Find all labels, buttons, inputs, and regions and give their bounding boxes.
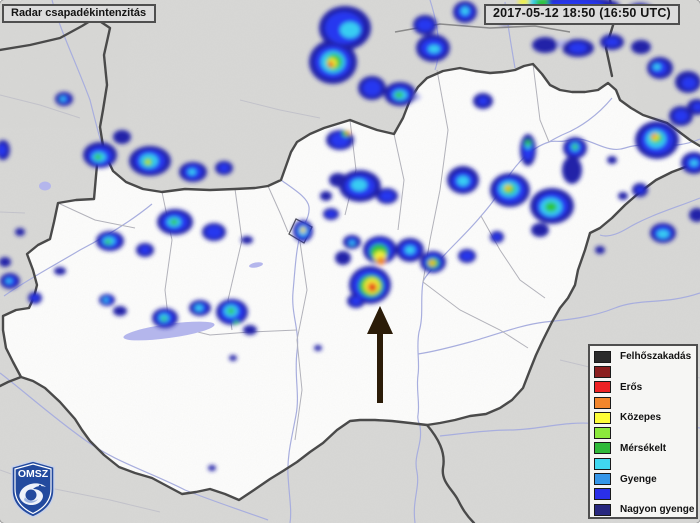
legend-label: Nagyon gyenge (620, 504, 695, 516)
legend-row (594, 456, 696, 471)
legend-row: Gyenge (594, 471, 696, 486)
austria-slovakia-border (0, 16, 112, 154)
legend-swatch (594, 488, 611, 501)
raba-river (3, 203, 153, 297)
legend-label: Gyenge (620, 473, 657, 485)
drava-river (0, 372, 269, 521)
legend-swatch (594, 396, 611, 409)
lake-velence (249, 262, 263, 268)
lake-balaton (123, 321, 215, 341)
storm-highlight-arrow (367, 306, 393, 403)
legend-swatch (594, 442, 611, 455)
danube-river-upper (51, 0, 105, 153)
legend-row: Felhőszakadás (594, 349, 696, 364)
intensity-legend: Felhőszakadás Erős Közepes Mérsékelt Gyenge N… (588, 344, 698, 519)
bodrog-river (548, 97, 613, 143)
legend-label: Közepes (620, 412, 662, 424)
legend-label: Mérsékelt (620, 442, 667, 454)
legend-swatch (594, 411, 611, 424)
legend-swatch (594, 503, 611, 516)
lakes (39, 181, 263, 341)
legend-row (594, 395, 696, 410)
timestamp-box: 2017-05-12 18:50 (16:50 UTC) (484, 4, 680, 25)
legend-row: Mérsékelt (594, 441, 696, 456)
legend-row: Nagyon gyenge (594, 502, 696, 517)
logo-shield-inner-border (14, 463, 52, 515)
map-title-box: Radar csapadékintenzitás (2, 4, 157, 24)
legend-swatch (594, 457, 611, 470)
legend-swatch (594, 365, 611, 378)
logo-text: OMSZ (18, 468, 49, 480)
map-title: Radar csapadékintenzitás (11, 7, 147, 19)
lake-ferto (39, 181, 51, 191)
legend-row (594, 425, 696, 440)
omsz-logo: OMSZ (11, 460, 55, 518)
koros-river (417, 292, 700, 355)
legend-swatch (594, 381, 611, 394)
croatia-slovenia-border (0, 375, 23, 388)
legend-items: Felhőszakadás Erős Közepes Mérsékelt Gyenge N… (594, 349, 696, 517)
legend-row: Közepes (594, 410, 696, 425)
legend-swatch (594, 427, 611, 440)
legend-row: Erős (594, 380, 696, 395)
legend-label: Felhőszakadás (620, 351, 692, 363)
legend-label: Erős (620, 381, 643, 393)
timestamp: 2017-05-12 18:50 (16:50 UTC) (493, 6, 671, 20)
legend-row (594, 487, 696, 502)
legend-swatch (594, 350, 611, 363)
radar-echoes (0, 0, 700, 471)
logo-wave-icon (19, 483, 46, 506)
legend-row (594, 364, 696, 379)
romania-serbia-border (425, 423, 476, 523)
radar-level-red (328, 63, 510, 291)
legend-swatch (594, 473, 611, 486)
